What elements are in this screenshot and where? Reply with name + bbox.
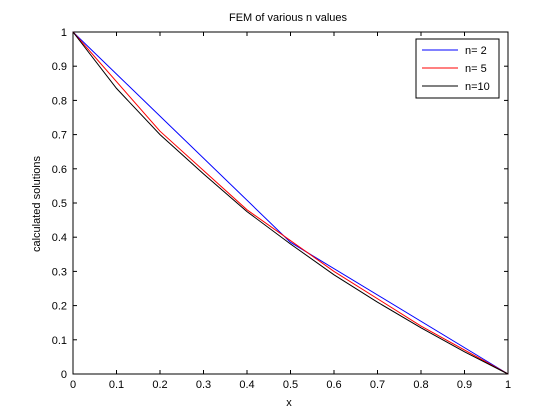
series-line-2 bbox=[72, 31, 509, 375]
y-tick-label: 0.7 bbox=[52, 130, 67, 142]
legend: n= 2 n= 5 n=10 bbox=[415, 38, 500, 99]
y-tick-label: 0 bbox=[61, 369, 67, 381]
y-axis-title: calculated solutions bbox=[31, 156, 43, 253]
x-axis-title: x bbox=[286, 397, 292, 409]
x-tick-label: 0 bbox=[70, 379, 76, 391]
x-tick-label: 0.3 bbox=[196, 379, 211, 391]
y-axis-ticks: 0 0.1 0.2 0.3 0.4 0.5 0.6 0.7 0.8 0.9 1 bbox=[52, 27, 508, 381]
series-line-3 bbox=[72, 31, 509, 375]
x-tick-label: 0.2 bbox=[152, 379, 167, 391]
chart-title: FEM of various n values bbox=[229, 12, 347, 24]
y-tick-label: 0.8 bbox=[52, 95, 67, 107]
legend-label: n= 5 bbox=[465, 63, 487, 75]
y-tick-label: 0.6 bbox=[52, 164, 67, 176]
y-tick-label: 0.3 bbox=[52, 266, 67, 278]
y-tick-label: 0.1 bbox=[52, 335, 67, 347]
legend-label: n=10 bbox=[465, 81, 490, 93]
x-tick-label: 0.1 bbox=[109, 379, 124, 391]
y-tick-label: 1 bbox=[61, 27, 67, 39]
y-tick-label: 0.9 bbox=[52, 61, 67, 73]
x-tick-label: 1 bbox=[505, 379, 511, 391]
series-lines bbox=[72, 31, 509, 375]
legend-label: n= 2 bbox=[465, 45, 487, 57]
x-tick-label: 0.9 bbox=[457, 379, 472, 391]
series-line-1 bbox=[72, 31, 509, 375]
x-tick-label: 0.7 bbox=[370, 379, 385, 391]
x-tick-label: 0.4 bbox=[239, 379, 254, 391]
x-axis-ticks: 0 0.1 0.2 0.3 0.4 0.5 0.6 0.7 0.8 0.9 1 bbox=[70, 32, 511, 391]
y-tick-label: 0.4 bbox=[52, 232, 67, 244]
x-tick-label: 0.6 bbox=[326, 379, 341, 391]
x-tick-label: 0.8 bbox=[413, 379, 428, 391]
x-tick-label: 0.5 bbox=[283, 379, 298, 391]
y-tick-label: 0.2 bbox=[52, 301, 67, 313]
legend-items: n= 2 n= 5 n=10 bbox=[422, 45, 490, 93]
y-tick-label: 0.5 bbox=[52, 198, 67, 210]
